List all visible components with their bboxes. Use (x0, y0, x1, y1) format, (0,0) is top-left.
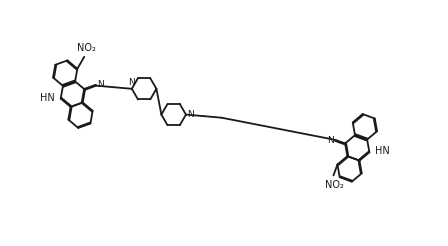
Text: N: N (129, 78, 135, 87)
Text: HN: HN (375, 146, 390, 156)
Text: NO₂: NO₂ (77, 43, 96, 53)
Text: HN: HN (40, 92, 55, 103)
Text: NO₂: NO₂ (325, 180, 344, 190)
Text: N: N (187, 110, 194, 119)
Text: N: N (327, 136, 334, 145)
Text: N: N (97, 80, 104, 89)
